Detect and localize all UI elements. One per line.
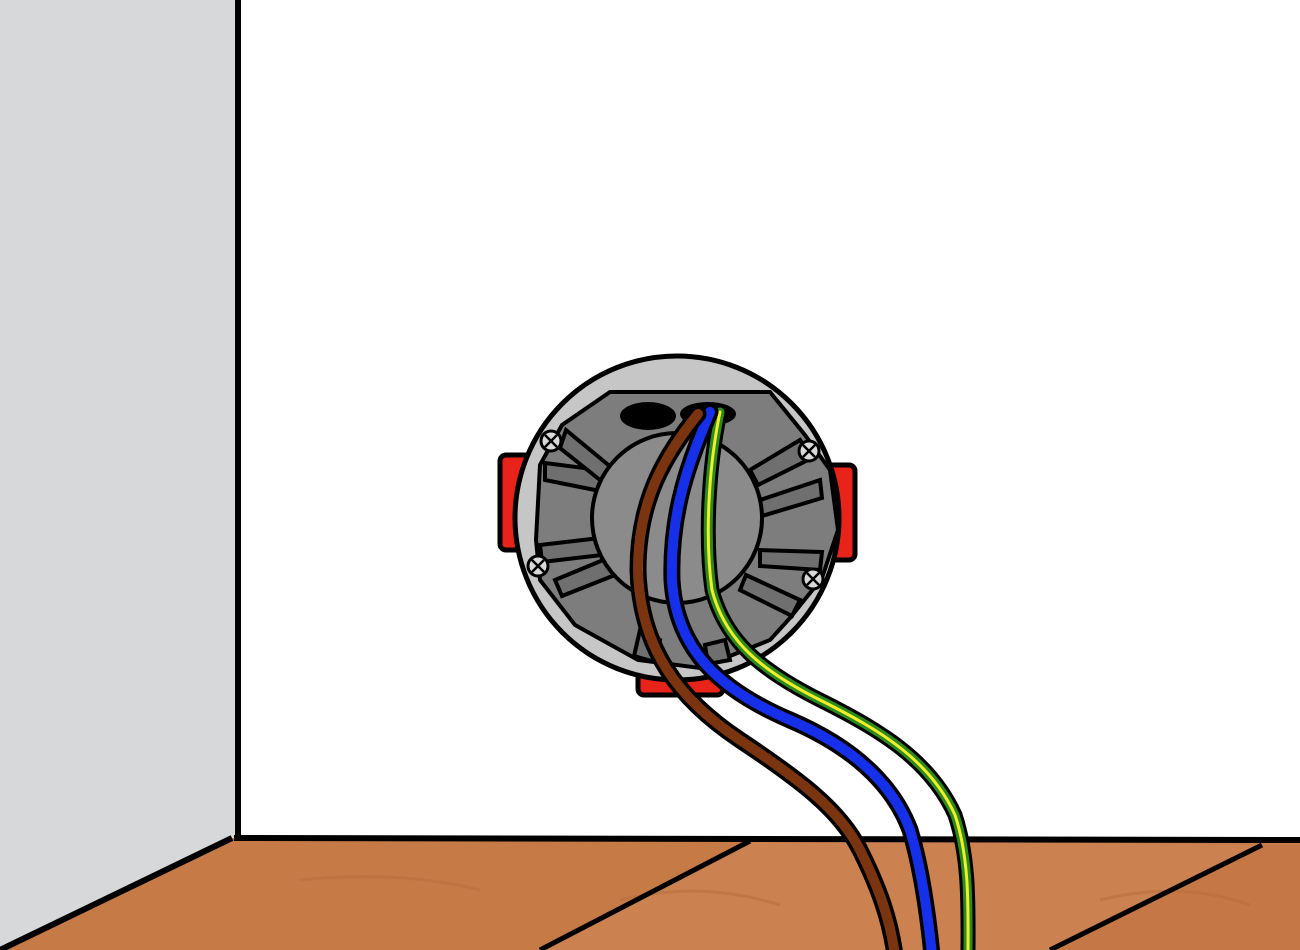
wires — [629, 403, 976, 950]
screw-icon — [526, 554, 550, 578]
knockout-hole — [620, 402, 676, 430]
wire-live — [629, 405, 903, 950]
skirting-line — [233, 835, 1300, 843]
wire-neutral — [663, 403, 941, 950]
screw-icon — [801, 567, 825, 591]
screw-icon — [797, 439, 821, 463]
back-box — [497, 353, 858, 698]
side-wall — [0, 0, 238, 950]
wire-earth — [700, 404, 976, 950]
floor — [0, 835, 1300, 950]
screw-icon — [539, 429, 563, 453]
